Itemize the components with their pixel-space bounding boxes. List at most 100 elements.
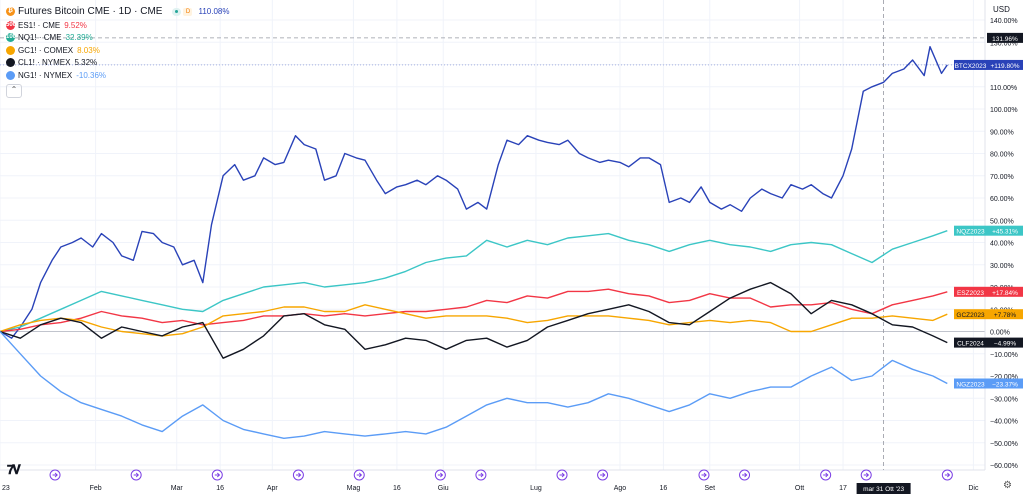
- x-tick-label: Dic: [968, 485, 979, 492]
- gear-icon[interactable]: ⚙: [1003, 480, 1012, 491]
- arrow-icon: [600, 472, 606, 478]
- legend-main-row[interactable]: ₿ Futures Bitcoin CME · 1D · CME D 110.0…: [6, 4, 229, 19]
- price-flag-btcx2023[interactable]: BTCX2023 +119.80%: [954, 59, 1023, 70]
- price-flag-esz2023[interactable]: ESZ2023 +17.84%: [954, 286, 1023, 297]
- y-tick-label: −40.00%: [990, 419, 1018, 426]
- flag-name-box: [954, 225, 987, 236]
- y-tick-label: 30.00%: [990, 263, 1014, 270]
- crosshair-x-label: mar 31 Ott '23: [863, 486, 904, 493]
- series-line-btcx2023[interactable]: [0, 46, 948, 339]
- visibility-eye-icon[interactable]: [172, 7, 182, 16]
- price-flag-nqz2023[interactable]: NQZ2023 +45.31%: [954, 225, 1023, 236]
- flag-series-value: +119.80%: [991, 63, 1020, 70]
- currency-label[interactable]: USD: [993, 5, 1010, 14]
- y-tick-label: 50.00%: [990, 218, 1014, 225]
- gold-icon: [6, 45, 15, 55]
- x-tick-label: Mag: [347, 485, 361, 492]
- crosshair-y-flag: [987, 32, 1023, 43]
- y-tick-label: 110.00%: [990, 85, 1017, 92]
- flag-value-box: [987, 286, 1023, 297]
- legend-row[interactable]: 500 ES1! · CME 9.52%: [6, 19, 229, 32]
- interval-badge: D: [183, 7, 193, 16]
- flag-series-name: NQZ2023: [956, 229, 985, 236]
- price-flag-ngz2023[interactable]: NGZ2023 −23.37%: [954, 378, 1023, 389]
- x-tick-label: 16: [660, 485, 668, 492]
- legend-symbol: ES1! · CME: [18, 20, 61, 30]
- natural-gas-icon: [6, 70, 15, 80]
- y-tick-label: −60.00%: [990, 463, 1018, 470]
- arrow-icon: [133, 472, 140, 478]
- chevron-up-icon[interactable]: ⌃: [6, 83, 22, 98]
- legend-row[interactable]: CL1! · NYMEX 5.32%: [6, 57, 229, 70]
- arrow-icon: [214, 472, 221, 478]
- y-tick-label: −20.00%: [990, 374, 1018, 381]
- legend-row[interactable]: GC1! · COMEX 8.03%: [6, 44, 229, 57]
- arrow-icon: [823, 472, 829, 478]
- x-tick-label: Feb: [90, 485, 102, 492]
- y-tick-label: 0.00%: [990, 330, 1010, 337]
- legend-value: 9.52%: [64, 20, 87, 30]
- legend-value: -10.36%: [76, 70, 107, 80]
- y-tick-label: 140.00%: [990, 18, 1018, 25]
- nasdaq-icon: 100: [6, 33, 17, 43]
- arrow-icon: [478, 472, 484, 478]
- price-flag-gcz2023[interactable]: GCZ2023 +7.78%: [954, 309, 1023, 320]
- y-tick-label: 80.00%: [990, 152, 1014, 159]
- legend-row[interactable]: NG1! · NYMEX -10.36%: [6, 69, 229, 82]
- series-line-ngz2023[interactable]: [0, 331, 948, 439]
- flag-name-box: [954, 286, 987, 297]
- main-value: 110.08%: [198, 7, 230, 16]
- flag-series-value: +45.31%: [992, 229, 1018, 236]
- crosshair-y-label: 131.96%: [992, 36, 1018, 43]
- flag-value-box: [987, 225, 1023, 236]
- y-tick-label: −10.00%: [990, 352, 1018, 359]
- flag-name-box: [954, 309, 987, 320]
- legend: ₿ Futures Bitcoin CME · 1D · CME D 110.0…: [6, 4, 229, 98]
- x-tick-label: Giu: [438, 485, 449, 492]
- x-tick-label: 17: [839, 485, 847, 492]
- series-line-nqz2023[interactable]: [0, 230, 948, 333]
- flag-series-value: −4.99%: [994, 341, 1016, 348]
- y-tick-label: 70.00%: [990, 174, 1014, 181]
- series-line-clf2024[interactable]: [0, 281, 948, 359]
- arrow-icon: [437, 472, 444, 478]
- y-tick-label: −30.00%: [990, 396, 1018, 403]
- legend-symbol: NG1! · NYMEX: [18, 70, 73, 80]
- arrow-icon: [559, 472, 565, 478]
- flag-series-name: NGZ2023: [956, 381, 985, 388]
- x-tick-label: Apr: [267, 485, 279, 492]
- sp500-icon: 500: [6, 20, 17, 30]
- y-tick-label: 60.00%: [990, 196, 1014, 203]
- tradingview-logo-icon[interactable]: 𝟕𝐕: [7, 462, 21, 477]
- series-line-esz2023[interactable]: [0, 288, 948, 333]
- price-flag-clf2024[interactable]: CLF2024 −4.99%: [954, 337, 1023, 348]
- flag-name-box: [954, 59, 987, 70]
- flag-series-name: BTCX2023: [955, 63, 987, 70]
- x-tick-label: Mar: [171, 485, 184, 492]
- legend-symbol: GC1! · COMEX: [18, 45, 74, 55]
- crude-oil-icon: [6, 58, 15, 68]
- y-tick-label: −50.00%: [990, 441, 1018, 448]
- flag-series-value: −23.37%: [992, 381, 1018, 388]
- flag-value-box: [987, 378, 1023, 389]
- flag-series-value: +7.78%: [994, 312, 1016, 319]
- arrow-icon: [356, 472, 363, 478]
- flag-series-name: ESZ2023: [957, 290, 984, 297]
- bitcoin-icon: ₿: [6, 7, 15, 16]
- legend-row[interactable]: 100 NQ1! · CME 32.39%: [6, 32, 229, 45]
- flag-value-box: [987, 337, 1023, 348]
- main-symbol-title: Futures Bitcoin CME · 1D · CME: [18, 6, 163, 17]
- crosshair-x-flag: [856, 483, 911, 494]
- legend-symbol: CL1! · NYMEX: [18, 58, 71, 68]
- y-tick-label: 40.00%: [990, 241, 1014, 248]
- x-tick-label: 23: [2, 485, 10, 492]
- y-tick-label: 100.00%: [990, 107, 1018, 114]
- arrow-icon: [295, 472, 302, 478]
- arrow-icon: [742, 472, 748, 478]
- x-tick-label: Set: [705, 485, 716, 492]
- arrow-icon: [944, 472, 951, 478]
- arrow-icon: [52, 472, 58, 478]
- x-tick-label: Lug: [530, 485, 542, 492]
